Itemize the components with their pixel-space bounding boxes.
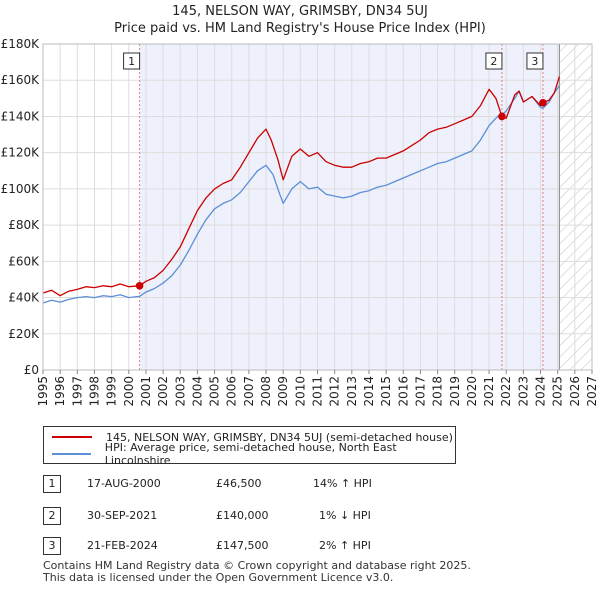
x-tick-label: 2013: [345, 376, 359, 407]
x-tick-label: 2007: [242, 376, 256, 407]
sale-marker-label: 1: [128, 55, 135, 68]
transaction-number-badge: 3: [43, 537, 61, 555]
sale-point: [135, 281, 144, 290]
x-tick-label: 2017: [413, 376, 427, 407]
sale-marker-box: [485, 52, 503, 70]
chart-title-subtitle: Price paid vs. HM Land Registry's House …: [114, 21, 486, 36]
transaction-hpi-change: 2% ↑ HPI: [319, 539, 371, 552]
x-tick-label: 2002: [156, 376, 170, 407]
projection-hatched-region: [559, 44, 592, 370]
legend-item-hpi: HPI: Average price, semi-detached house,…: [52, 441, 455, 467]
legend-label-property: 145, NELSON WAY, GRIMSBY, DN34 5UJ (semi…: [106, 430, 453, 444]
x-tick-label: 2009: [276, 376, 290, 407]
x-tick-label: 2026: [568, 376, 582, 407]
x-tick-label: 2022: [499, 376, 513, 407]
x-tick-label: 2027: [585, 376, 599, 407]
legend-swatch-property: [52, 436, 92, 438]
transaction-price: £147,500: [216, 539, 269, 552]
legend-label-hpi: HPI: Average price, semi-detached house,…: [104, 441, 397, 467]
y-tick-label: £100K: [1, 182, 41, 196]
x-tick-label: 2015: [379, 376, 393, 407]
y-tick-label: £120K: [1, 146, 41, 160]
sale-point: [539, 99, 547, 107]
chart-title-address: 145, NELSON WAY, GRIMSBY, DN34 5UJ: [172, 4, 428, 19]
sale-marker-box: [123, 52, 141, 70]
x-tick-label: 2003: [173, 376, 187, 407]
footer-attribution: Contains HM Land Registry data © Crown c…: [43, 560, 471, 584]
x-tick-label: 2011: [311, 376, 325, 407]
x-tick-label: 2010: [293, 376, 307, 407]
x-tick-label: 2008: [259, 376, 273, 407]
transaction-number-badge: 2: [43, 507, 61, 525]
legend-swatch-hpi: [52, 453, 91, 455]
x-tick-label: 2006: [225, 376, 239, 407]
legend-item-property: 145, NELSON WAY, GRIMSBY, DN34 5UJ (semi…: [52, 429, 453, 445]
x-tick-label: 2024: [534, 376, 548, 407]
sale-marker-label: 3: [531, 55, 538, 68]
y-tick-label: £180K: [1, 37, 41, 51]
transaction-hpi-change: 14% ↑ HPI: [313, 477, 372, 490]
transaction-price: £46,500: [216, 477, 262, 490]
transaction-date: 21-FEB-2024: [87, 539, 158, 552]
ownership-shaded-region: [139, 44, 560, 370]
transaction-date: 17-AUG-2000: [87, 477, 161, 490]
x-tick-label: 1996: [53, 376, 67, 407]
transaction-number-badge: 1: [43, 475, 61, 493]
x-tick-label: 2023: [516, 376, 530, 407]
x-tick-label: 2001: [139, 376, 153, 407]
x-tick-label: 2025: [551, 376, 565, 407]
sale-marker-box: [526, 52, 544, 70]
x-tick-label: 2005: [208, 376, 222, 407]
x-tick-label: 2020: [465, 376, 479, 407]
y-tick-label: £160K: [1, 73, 41, 87]
chart-legend: 145, NELSON WAY, GRIMSBY, DN34 5UJ (semi…: [43, 426, 456, 467]
y-tick-label: £60K: [8, 254, 40, 268]
x-tick-label: 2021: [482, 376, 496, 407]
transaction-price: £140,000: [216, 509, 269, 522]
y-tick-label: £40K: [8, 291, 40, 305]
transaction-hpi-change: 1% ↓ HPI: [319, 509, 371, 522]
price-chart: 1 2 3 £0 £20K £40K £60K £80K £100K £120K £140K £160…: [1, 37, 599, 407]
x-tick-label: 1998: [87, 376, 101, 407]
x-tick-label: 2012: [328, 376, 342, 407]
y-tick-label: £140K: [1, 109, 41, 123]
x-tick-label: 2004: [190, 376, 204, 407]
x-tick-label: 2000: [122, 376, 136, 407]
y-tick-label: £0: [24, 363, 39, 377]
x-tick-label: 1995: [36, 376, 50, 407]
sale-point: [498, 112, 506, 121]
x-tick-label: 2014: [362, 376, 376, 407]
x-tick-label: 2016: [396, 376, 410, 407]
x-tick-label: 1997: [70, 376, 84, 407]
x-tick-label: 2019: [448, 376, 462, 407]
y-tick-label: £80K: [8, 218, 40, 232]
footer-copyright: Contains HM Land Registry data © Crown c…: [43, 559, 471, 572]
sale-marker-label: 2: [490, 55, 497, 68]
transaction-date: 30-SEP-2021: [87, 509, 158, 522]
footer-licence: This data is licensed under the Open Gov…: [43, 571, 394, 584]
x-tick-label: 2018: [431, 376, 445, 407]
y-tick-label: £20K: [8, 327, 40, 341]
x-tick-label: 1999: [105, 376, 119, 407]
